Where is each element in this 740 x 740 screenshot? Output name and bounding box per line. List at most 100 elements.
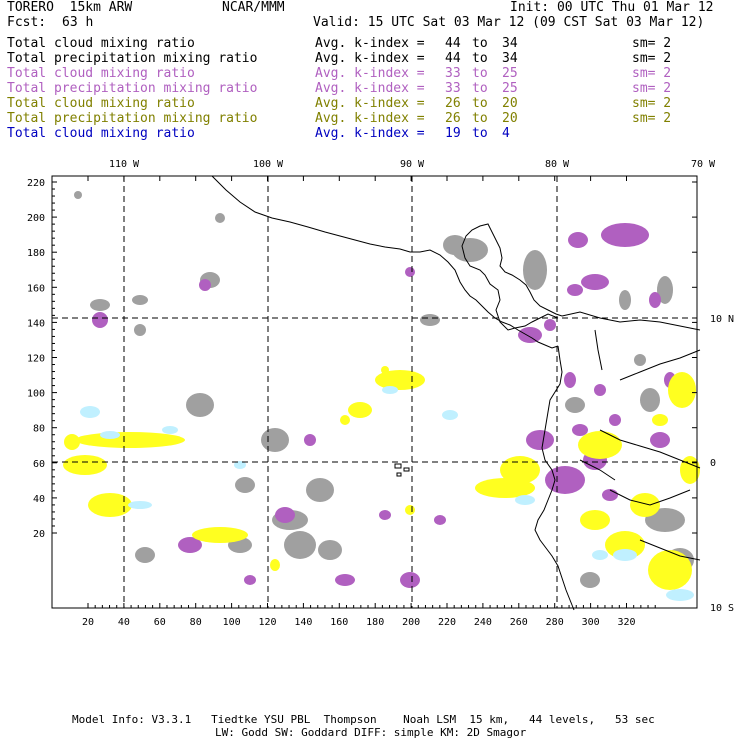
x-tick-label: 200 — [402, 617, 420, 628]
x-tick-label: 100 — [223, 617, 241, 628]
purple-cloud-patch — [544, 319, 556, 331]
model-info: Model Info: V3.3.1 Tiedtke YSU PBL Thomp… — [72, 713, 655, 726]
legend-sm: sm= 2 — [632, 81, 672, 96]
coastline — [211, 175, 701, 611]
gray-cloud-patch — [318, 540, 342, 560]
purple-cloud-patch — [379, 510, 391, 520]
purple-cloud-patch — [609, 414, 621, 426]
legend-kindex-label: Avg. k-index = — [315, 126, 425, 141]
legend-from: 19 — [445, 126, 461, 141]
yellow-cloud-patch — [405, 505, 415, 515]
legend-to-value: 34 — [502, 36, 518, 51]
coastline-caribbean — [461, 223, 563, 331]
axis-labels: 220 200 180 160 140 120 100 80 60 40 20 20 40 60 80 100… — [27, 159, 734, 628]
legend-sm: sm= 2 — [632, 111, 672, 126]
legend-from: 44 — [445, 51, 461, 66]
purple-cloud-patch — [400, 572, 420, 588]
latitude-label: 10 S — [710, 603, 734, 614]
gray-cloud-patch — [74, 191, 82, 199]
gray-cloud-patch — [235, 477, 255, 493]
yellow-cloud-patch — [578, 431, 622, 459]
x-tick-label: 280 — [546, 617, 564, 628]
legend-to-value: 20 — [502, 96, 518, 111]
gray-cloud-patch — [657, 276, 673, 304]
x-tick-label: 60 — [154, 617, 166, 628]
latitude-label: 10 N — [710, 314, 734, 325]
x-tick-label: 20 — [82, 617, 94, 628]
legend-to: to — [472, 36, 488, 51]
gray-cloud-patch — [186, 393, 214, 417]
cyan-cloud-patch — [592, 550, 608, 560]
yellow-cloud-patch — [340, 415, 350, 425]
gray-cloud-patch — [640, 388, 660, 412]
cyan-cloud-patch — [442, 410, 458, 420]
x-tick-label: 40 — [118, 617, 130, 628]
yellow-cloud-patch — [648, 550, 692, 590]
purple-cloud-patch — [335, 574, 355, 586]
cyan-cloud-patch — [100, 431, 120, 439]
purple-cloud-patch — [567, 284, 583, 296]
valid-time: Valid: 15 UTC Sat 03 Mar 12 (09 CST Sat … — [313, 15, 705, 30]
init-time: Init: 00 UTC Thu 01 Mar 12 — [510, 0, 714, 15]
gray-cloud-patch — [261, 428, 289, 452]
cyan-cloud-patch — [234, 461, 246, 469]
legend-to: to — [472, 96, 488, 111]
yellow-cloud-patch — [75, 432, 185, 448]
legend-from: 33 — [445, 81, 461, 96]
legend-to-value: 4 — [502, 126, 510, 141]
yellow-cloud-patch — [64, 434, 80, 450]
x-tick-label: 260 — [510, 617, 528, 628]
purple-cloud-patch — [304, 434, 316, 446]
legend-kindex-label: Avg. k-index = — [315, 81, 425, 96]
islands-galapagos — [394, 463, 410, 477]
yellow-cloud-patch — [652, 414, 668, 426]
gray-cloud-patch — [132, 295, 148, 305]
legend-from: 26 — [445, 96, 461, 111]
x-tick-label: 140 — [294, 617, 312, 628]
y-tick-label: 160 — [27, 283, 45, 294]
y-tick-label: 140 — [27, 318, 45, 329]
longitude-label: 90 W — [400, 159, 425, 170]
gray-cloud-patch — [443, 235, 467, 255]
gray-cloud-patch — [523, 250, 547, 290]
purple-cloud-patch — [602, 489, 618, 501]
y-tick-label: 40 — [33, 494, 45, 505]
gray-cloud-patch — [135, 547, 155, 563]
gray-cloud-patch — [134, 324, 146, 336]
purple-cloud-patch — [199, 279, 211, 291]
legend-to-value: 34 — [502, 51, 518, 66]
purple-cloud-patch — [518, 327, 542, 343]
cyan-cloud-patch — [613, 549, 637, 561]
yellow-cloud-patch — [500, 456, 540, 484]
purple-cloud-patch — [434, 515, 446, 525]
x-tick-label: 300 — [582, 617, 600, 628]
legend-to: to — [472, 81, 488, 96]
purple-cloud-patch — [178, 537, 202, 553]
legend-field: Total cloud mixing ratio — [7, 126, 195, 141]
x-tick-label: 180 — [366, 617, 384, 628]
legend-kindex-label: Avg. k-index = — [315, 36, 425, 51]
forecast-hours: 63 h — [62, 15, 94, 30]
axis-ticks — [52, 176, 697, 608]
coastline-south-america-north — [561, 311, 701, 331]
cyan-cloud-patch — [666, 589, 694, 601]
forecast-label: Fcst: — [7, 15, 47, 30]
purple-cloud-patch — [564, 372, 576, 388]
legend-from: 33 — [445, 66, 461, 81]
purple-cloud-patch — [244, 575, 256, 585]
yellow-cloud-patch — [88, 493, 132, 517]
yellow-cloud-patch — [348, 402, 372, 418]
legend-field: Total cloud mixing ratio — [7, 66, 195, 81]
purple-cloud-patch — [572, 424, 588, 436]
legend-sm: sm= 2 — [632, 96, 672, 111]
gray-cloud-patch — [634, 354, 646, 366]
x-tick-label: 320 — [617, 617, 635, 628]
y-tick-label: 60 — [33, 459, 45, 470]
x-tick-label: 240 — [474, 617, 492, 628]
yellow-cloud-patch — [381, 366, 389, 374]
purple-cloud-patch — [275, 507, 295, 523]
legend-sm: sm= 2 — [632, 51, 672, 66]
x-tick-label: 80 — [190, 617, 202, 628]
gray-cloud-patch — [420, 314, 440, 326]
legend-to: to — [472, 126, 488, 141]
